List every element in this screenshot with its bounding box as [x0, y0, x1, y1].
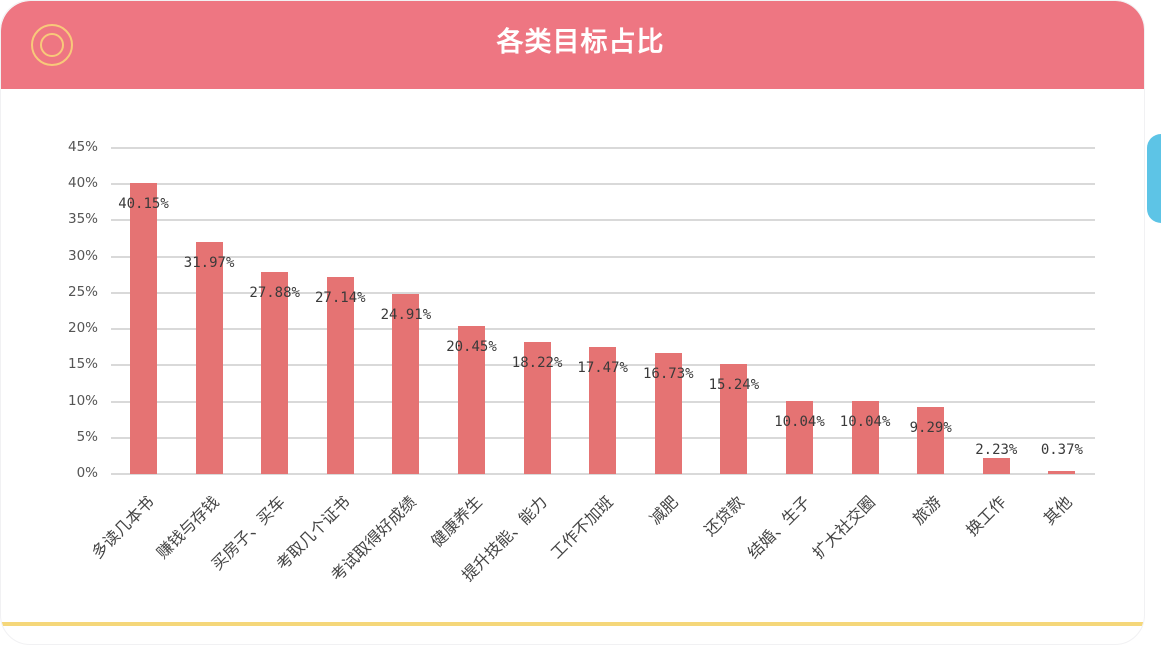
y-axis-tick-label: 40%	[67, 175, 98, 192]
gridline	[111, 147, 1095, 149]
x-axis-category-label: 扩大社交圈	[808, 492, 879, 563]
bar[interactable]	[130, 183, 157, 474]
bar-value-label: 27.88%	[249, 285, 300, 302]
bar[interactable]	[786, 401, 813, 474]
y-axis-tick-label: 30%	[67, 247, 98, 264]
bar-value-label: 20.45%	[446, 338, 497, 355]
gridline	[111, 291, 1095, 294]
target-circle-icon	[31, 24, 73, 66]
y-axis-tick-label: 15%	[67, 356, 98, 373]
bar[interactable]	[720, 363, 748, 474]
y-axis-tick-label: 25%	[67, 283, 98, 300]
bar-value-label: 15.24%	[708, 376, 760, 393]
x-axis-category-label: 减肥	[646, 492, 683, 529]
y-axis-tick-label: 0%	[76, 465, 98, 481]
gridline	[111, 473, 1095, 475]
bar[interactable]	[326, 277, 354, 474]
side-tab[interactable]	[1147, 134, 1161, 223]
y-axis-tick-label: 10%	[67, 392, 98, 409]
bar-value-label: 27.14%	[315, 290, 366, 307]
bar[interactable]	[917, 406, 945, 474]
bar-value-label: 0.37%	[1040, 442, 1083, 458]
y-axis-tick-label: 5%	[76, 428, 98, 445]
bar[interactable]	[392, 293, 420, 474]
y-axis-tick-label: 45%	[67, 139, 98, 155]
x-axis-category-label: 换工作	[962, 492, 1011, 540]
bar-value-label: 16.73%	[643, 365, 694, 382]
y-axis-tick-label: 20%	[67, 320, 98, 337]
x-axis-category-label: 工作不加班	[546, 492, 617, 563]
y-axis-tick-label: 35%	[67, 211, 98, 228]
bar-value-label: 18.22%	[511, 355, 563, 371]
gridline	[111, 328, 1095, 331]
bar-value-label: 17.47%	[577, 360, 628, 377]
bar[interactable]	[458, 325, 485, 474]
bar[interactable]	[982, 457, 1010, 474]
x-axis-category-label: 结婚、生子	[743, 492, 814, 563]
x-axis-category-label: 多读几本书	[87, 492, 158, 563]
bottom-accent-line	[1, 622, 1144, 626]
gridline	[111, 255, 1095, 258]
bar[interactable]	[654, 352, 682, 474]
bar[interactable]	[1048, 471, 1076, 474]
bar[interactable]	[195, 242, 223, 474]
bar-value-label: 9.29%	[909, 419, 952, 436]
gridline	[111, 183, 1095, 186]
x-axis-category-label: 其他	[1039, 492, 1076, 529]
bar-value-label: 10.04%	[839, 414, 891, 431]
chart-title: 各类目标占比	[496, 27, 665, 58]
x-axis-category-label: 还贷款	[700, 492, 748, 540]
bar[interactable]	[261, 272, 289, 474]
card-header	[1, 1, 1144, 89]
x-axis-category-label: 旅游	[908, 492, 945, 529]
bar-value-label: 2.23%	[975, 442, 1018, 458]
bar[interactable]	[523, 342, 551, 474]
bar[interactable]	[851, 401, 879, 474]
gridline	[111, 219, 1095, 222]
bar-value-label: 40.15%	[118, 196, 169, 213]
bar-value-label: 31.97%	[183, 255, 235, 272]
bar-value-label: 24.91%	[380, 306, 432, 323]
x-axis-category-label: 健康养生	[426, 492, 486, 552]
bar-value-label: 10.04%	[774, 414, 825, 431]
bar[interactable]	[589, 347, 617, 474]
